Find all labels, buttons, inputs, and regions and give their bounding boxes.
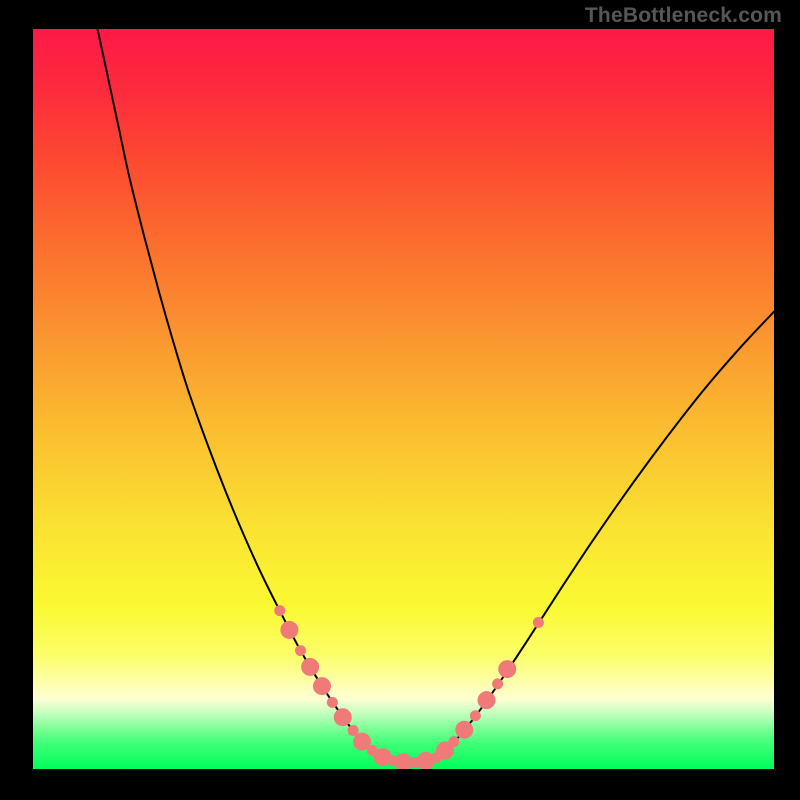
data-marker [295,645,306,656]
gradient-background [33,29,774,769]
data-marker [313,677,331,695]
data-marker [533,617,544,628]
data-marker [274,605,285,616]
data-marker [498,660,516,678]
data-marker [327,697,338,708]
data-marker [301,658,319,676]
chart-frame: TheBottleneck.com [0,0,800,800]
data-marker [492,678,503,689]
data-marker [470,710,481,721]
data-marker [334,708,352,726]
watermark-text: TheBottleneck.com [585,4,782,28]
data-marker [448,736,459,747]
data-marker [477,691,495,709]
plot-svg [33,29,774,769]
plot-area [33,29,774,769]
data-marker [280,621,298,639]
data-marker [455,721,473,739]
